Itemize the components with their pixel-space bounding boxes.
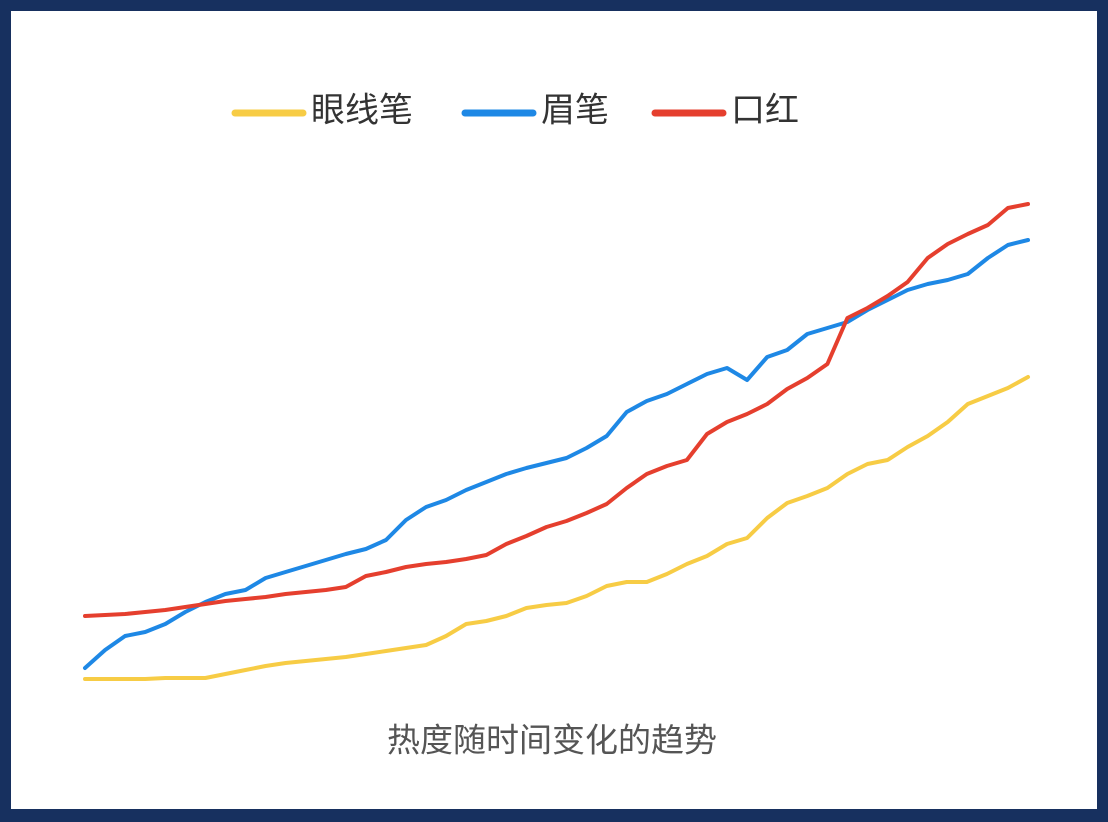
- chart-title: 热度随时间变化的趋势: [387, 721, 717, 760]
- line-series: [83, 238, 1030, 670]
- line-series: [83, 202, 1030, 618]
- panel: [11, 11, 1097, 809]
- legend-label: 眉笔: [541, 91, 609, 131]
- line-series: [83, 375, 1030, 681]
- legend-label: 口红: [731, 91, 799, 131]
- legend-label: 眼线笔: [311, 91, 413, 131]
